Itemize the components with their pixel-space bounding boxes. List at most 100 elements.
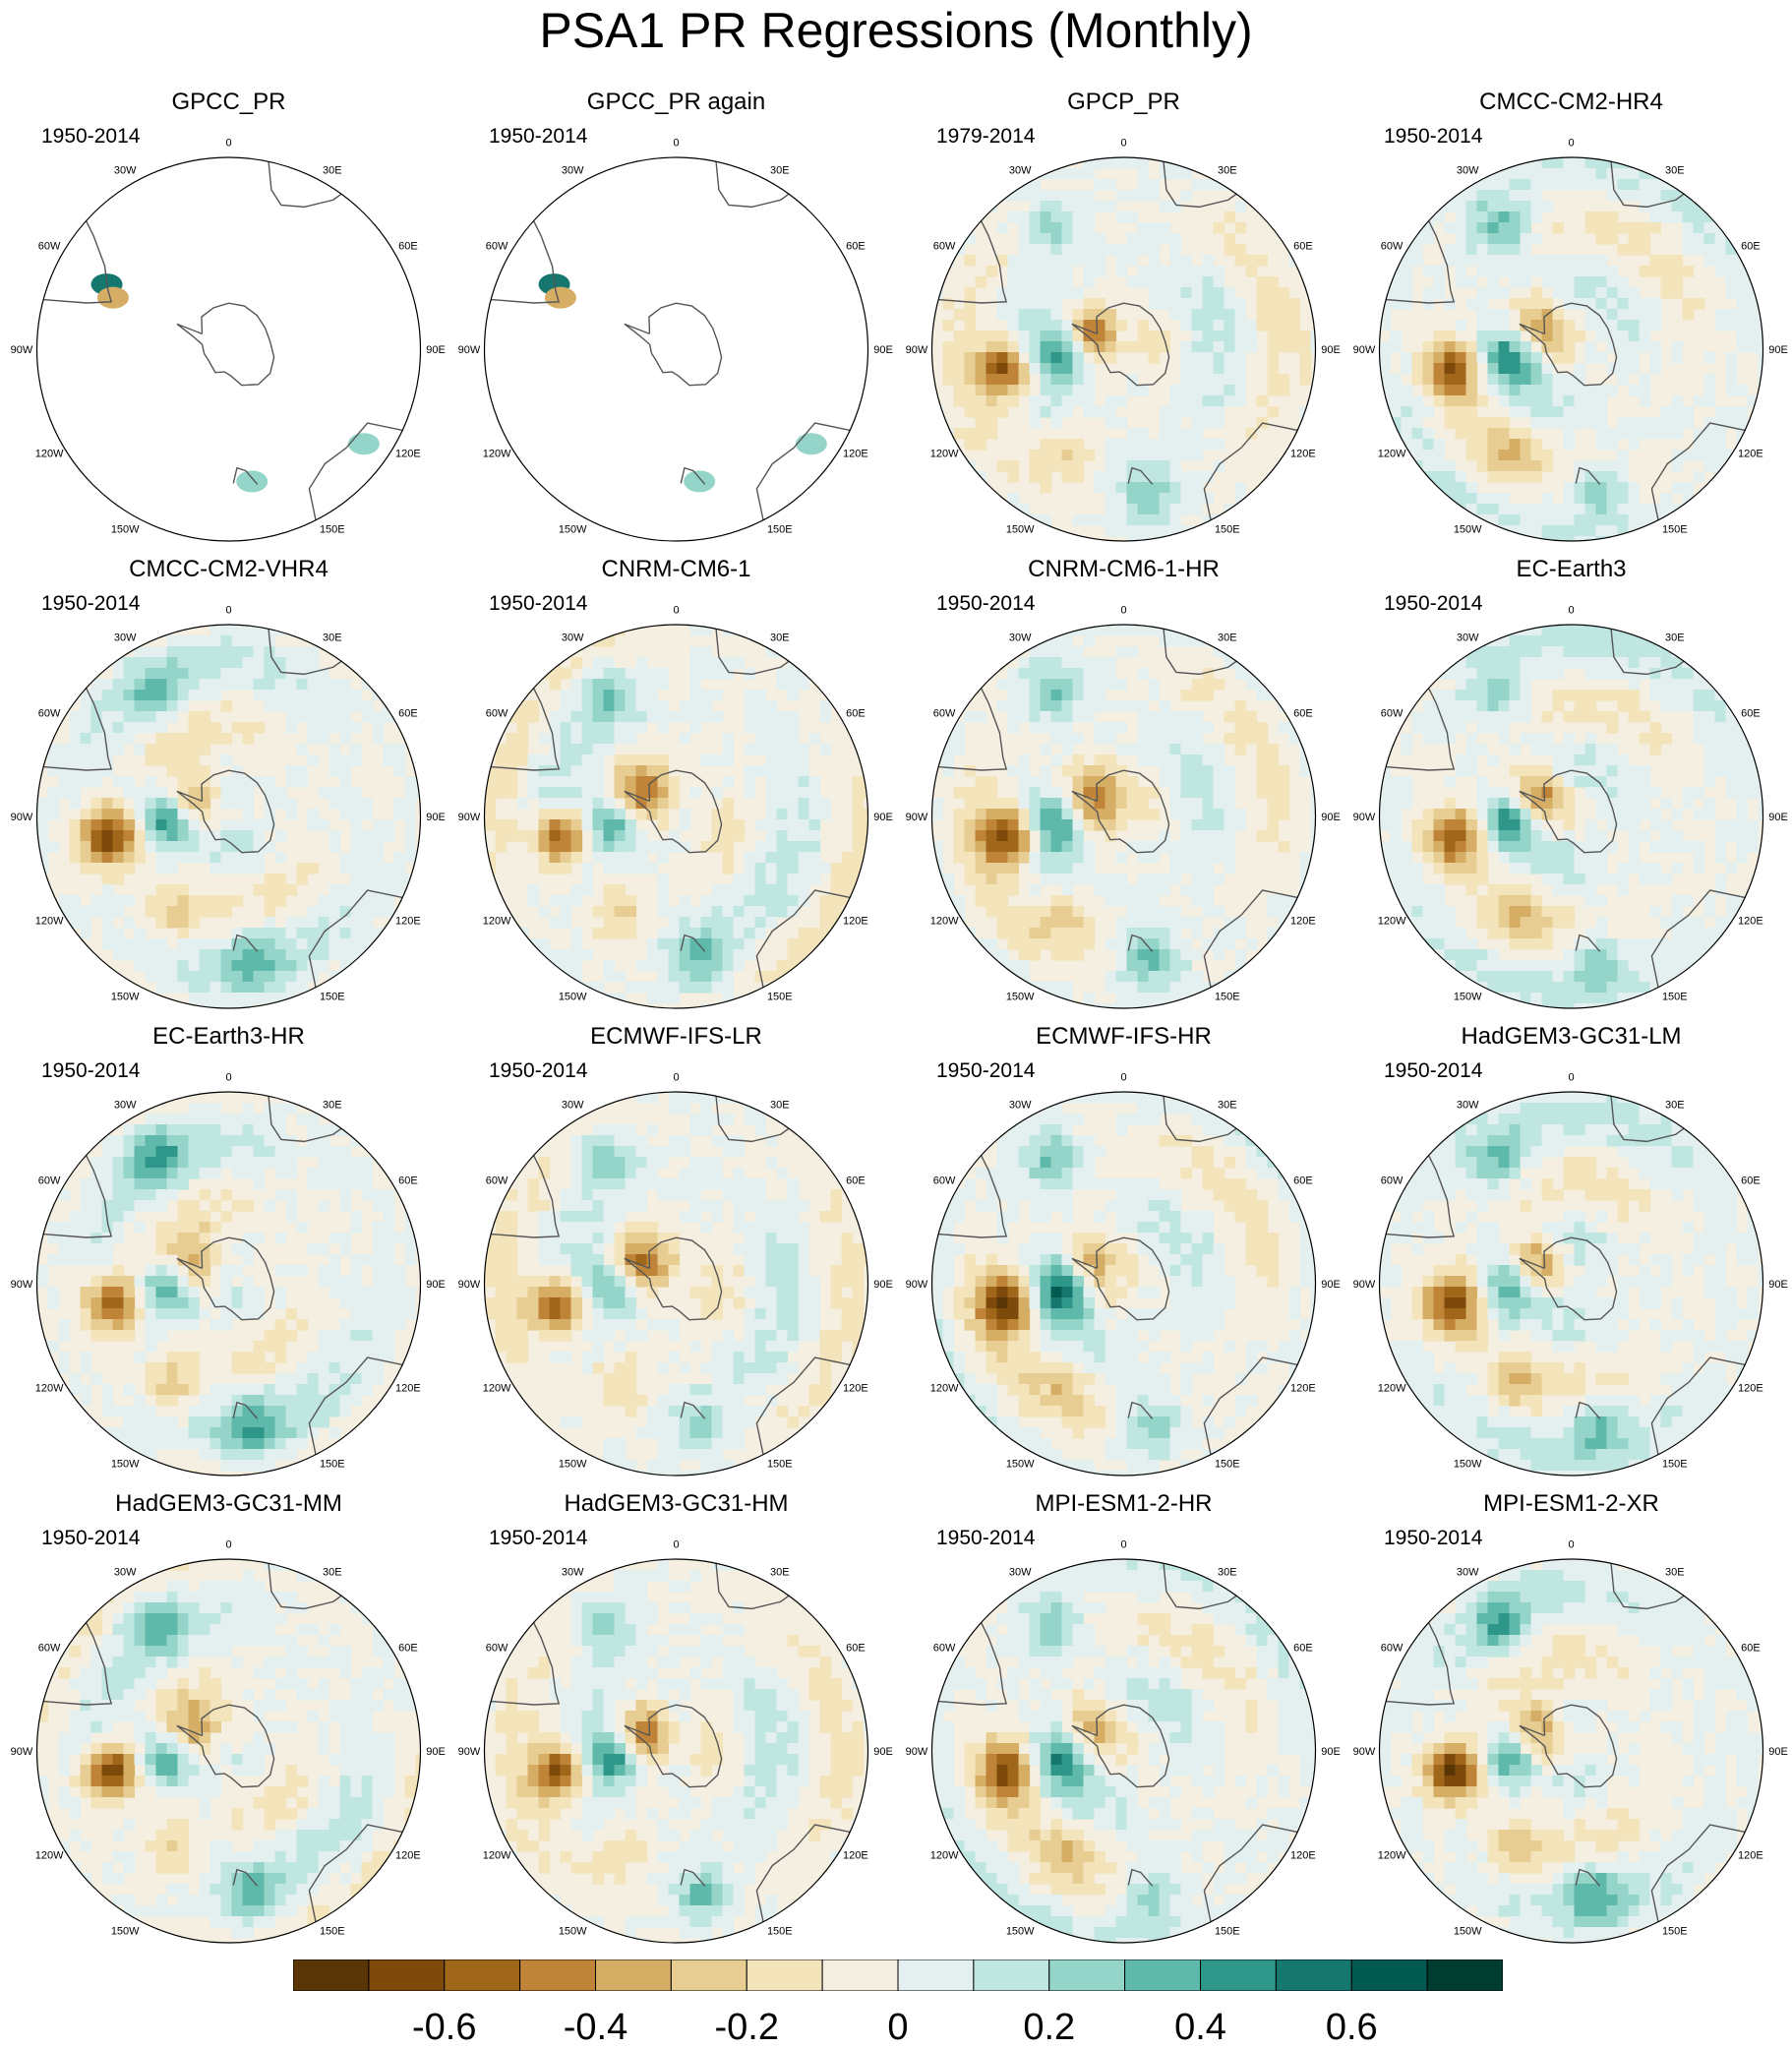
field-cell (975, 363, 987, 375)
field-cell (1498, 450, 1511, 461)
field-cell (1007, 493, 1020, 505)
field-cell (700, 928, 713, 939)
field-cell (765, 744, 778, 755)
panel-title: CMCC-CM2-HR4 (1479, 89, 1663, 115)
field-cell (1018, 787, 1031, 799)
field-cell (711, 971, 724, 983)
field-cell (1595, 222, 1608, 234)
field-cell (1476, 331, 1489, 342)
field-cell (625, 679, 637, 691)
field-cell (549, 863, 562, 874)
field-cell (1520, 190, 1532, 202)
field-cell (1444, 406, 1457, 418)
field-cell (1390, 374, 1403, 386)
field-cell (1029, 309, 1042, 321)
field-cell (1498, 244, 1511, 256)
field-cell (242, 1449, 255, 1461)
field-cell (1072, 700, 1085, 712)
field-cell (1050, 201, 1063, 212)
field-cell (188, 819, 201, 831)
field-cell (209, 722, 222, 734)
field-cell (404, 1222, 417, 1234)
field-cell (145, 819, 157, 831)
field-cell (1639, 190, 1651, 202)
field-cell (1617, 536, 1630, 541)
field-cell (101, 711, 114, 723)
field-cell (1509, 938, 1522, 950)
field-cell (1552, 331, 1565, 342)
field-cell (1476, 222, 1489, 234)
field-cell (220, 733, 233, 745)
field-cell (852, 852, 865, 864)
field-cell (1007, 928, 1020, 939)
field-cell (1007, 874, 1020, 885)
field-cell (852, 841, 865, 853)
field-cell (1671, 700, 1684, 712)
field-cell (253, 1438, 266, 1450)
field-cell (188, 1276, 201, 1288)
field-cell (318, 819, 330, 831)
field-cell (1224, 917, 1236, 929)
field-cell (166, 917, 179, 929)
field-cell (1736, 819, 1749, 831)
field-cell (145, 787, 157, 799)
field-cell (1390, 819, 1403, 831)
field-cell (383, 1276, 395, 1288)
field-cell (1148, 179, 1161, 191)
field-cell (1584, 895, 1597, 907)
field-cell (1213, 298, 1225, 310)
field-cell (1520, 450, 1532, 461)
field-cell (1465, 657, 1478, 669)
field-cell (199, 1003, 211, 1008)
field-cell (1606, 341, 1619, 353)
field-cell (1040, 363, 1052, 375)
field-cell (1725, 417, 1738, 429)
field-cell (1487, 525, 1500, 537)
field-cell (1224, 352, 1236, 364)
field-cell (1444, 190, 1457, 202)
field-cell (1105, 514, 1117, 526)
field-cell (1584, 690, 1597, 701)
field-cell (1487, 798, 1500, 810)
field-cell (1455, 711, 1467, 723)
field-cell (1007, 363, 1020, 375)
field-cell (996, 395, 1009, 407)
field-cell (1137, 700, 1150, 712)
field-cell (1476, 309, 1489, 321)
field-cell (166, 1168, 179, 1179)
field-cell (1126, 385, 1139, 396)
field-cell (1584, 852, 1597, 864)
field-cell (689, 938, 702, 950)
field-cell (1498, 341, 1511, 353)
field-cell (1433, 884, 1446, 896)
field-cell (90, 819, 103, 831)
field-cell (527, 787, 540, 799)
field-cell (1671, 809, 1684, 820)
field-cell (1105, 244, 1117, 256)
field-cell (1126, 776, 1139, 788)
map-frame (930, 156, 1317, 542)
field-cell (787, 798, 800, 810)
field-cell (1498, 928, 1511, 939)
field-cell (1498, 211, 1511, 223)
field-cell (538, 798, 551, 810)
field-cell (220, 646, 233, 658)
field-cell (1126, 244, 1139, 256)
field-cell (953, 895, 966, 907)
field-cell (372, 1308, 385, 1320)
field-cell (329, 830, 341, 842)
field-cell (1224, 819, 1236, 831)
panel-period: 1950-2014 (1384, 592, 1483, 615)
field-cell (1411, 450, 1424, 461)
field-cell (1180, 395, 1193, 407)
field-cell (264, 971, 276, 983)
field-cell (1487, 690, 1500, 701)
field-cell (798, 863, 810, 874)
field-cell (112, 744, 125, 755)
field-cell (1299, 331, 1312, 342)
field-cell (123, 787, 136, 799)
field-cell (996, 679, 1009, 691)
field-cell (1606, 363, 1619, 375)
field-cell (274, 1416, 287, 1428)
field-cell (188, 657, 201, 669)
